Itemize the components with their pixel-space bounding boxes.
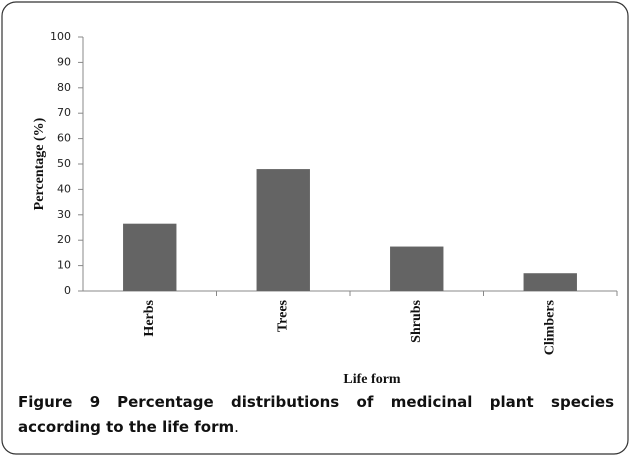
x-axis-label: Life form [343, 372, 400, 387]
bar [123, 223, 177, 291]
y-tick-label: 10 [57, 259, 71, 272]
y-axis-label: Percentage (%) [32, 117, 47, 210]
y-tick-label: 30 [57, 208, 71, 221]
x-tick-label: Trees [275, 299, 290, 332]
y-tick-label: 80 [57, 81, 71, 94]
y-tick-label: 100 [50, 30, 71, 43]
x-tick-label: Herbs [142, 299, 157, 336]
y-tick-label: 70 [57, 106, 71, 119]
caption-text: Percentage distributions of medicinal pl… [18, 393, 615, 436]
y-tick-label: 50 [57, 157, 71, 170]
y-tick-label: 60 [57, 132, 71, 145]
bar [256, 169, 310, 291]
caption: Figure 9 Percentage distributions of med… [18, 390, 614, 440]
x-tick-label: Climbers [542, 299, 557, 355]
bar [523, 273, 577, 291]
y-tick-label: 40 [57, 182, 71, 195]
x-tick-label: Shrubs [409, 299, 424, 342]
caption-label: Figure 9 [18, 393, 101, 411]
caption-end: . [234, 418, 239, 436]
bar [390, 246, 444, 291]
y-tick-label: 0 [64, 284, 71, 297]
y-tick-label: 90 [57, 55, 71, 68]
y-tick-label: 20 [57, 233, 71, 246]
